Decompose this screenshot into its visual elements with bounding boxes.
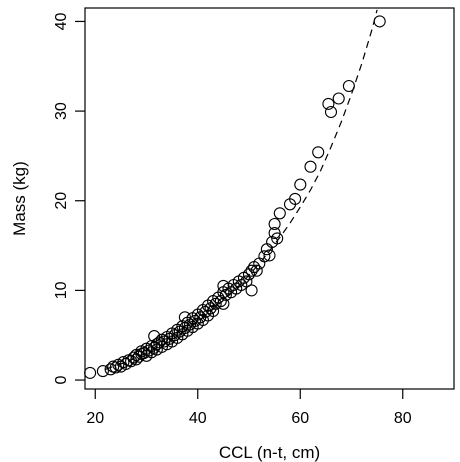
data-point xyxy=(289,192,302,205)
data-point xyxy=(127,351,140,364)
data-point xyxy=(263,249,276,262)
data-point xyxy=(268,226,281,240)
y-tick-label: 20 xyxy=(53,192,70,210)
data-point xyxy=(258,250,271,263)
data-point xyxy=(84,366,97,379)
data-point xyxy=(240,275,253,288)
data-point xyxy=(373,15,386,28)
x-tick-label: 20 xyxy=(86,410,104,427)
data-point xyxy=(117,356,130,369)
x-tick-label: 40 xyxy=(189,410,207,427)
data-point xyxy=(245,284,258,297)
data-point xyxy=(148,330,161,343)
y-tick-label: 30 xyxy=(53,102,70,120)
data-point xyxy=(245,264,258,277)
y-tick-label: 0 xyxy=(53,375,70,384)
x-axis-title: CCL (n-t, cm) xyxy=(219,443,320,462)
plot-frame xyxy=(84,7,455,390)
y-tick-label: 10 xyxy=(53,281,70,299)
data-point xyxy=(250,264,263,277)
x-tick-label: 60 xyxy=(291,410,309,427)
data-point xyxy=(268,217,281,231)
data-point xyxy=(217,279,230,292)
data-point xyxy=(217,297,230,310)
fit-line xyxy=(105,9,378,370)
data-point xyxy=(294,178,307,191)
x-tick-label: 80 xyxy=(394,410,412,427)
data-point xyxy=(342,79,355,93)
data-point xyxy=(273,207,286,220)
y-tick-label: 40 xyxy=(53,12,70,30)
data-point xyxy=(271,232,284,245)
data-point xyxy=(322,97,335,110)
data-point xyxy=(324,105,338,119)
data-point xyxy=(207,304,220,318)
x-axis: 20 40 60 80 xyxy=(86,389,412,427)
data-points xyxy=(84,15,386,379)
data-point xyxy=(332,92,345,105)
data-point xyxy=(96,365,109,378)
y-axis-title: Mass (kg) xyxy=(10,161,29,236)
data-point xyxy=(312,146,325,159)
data-point xyxy=(304,160,317,173)
y-axis: 0 10 20 30 40 xyxy=(53,12,85,384)
plot-area xyxy=(84,7,455,390)
data-point xyxy=(178,311,191,324)
